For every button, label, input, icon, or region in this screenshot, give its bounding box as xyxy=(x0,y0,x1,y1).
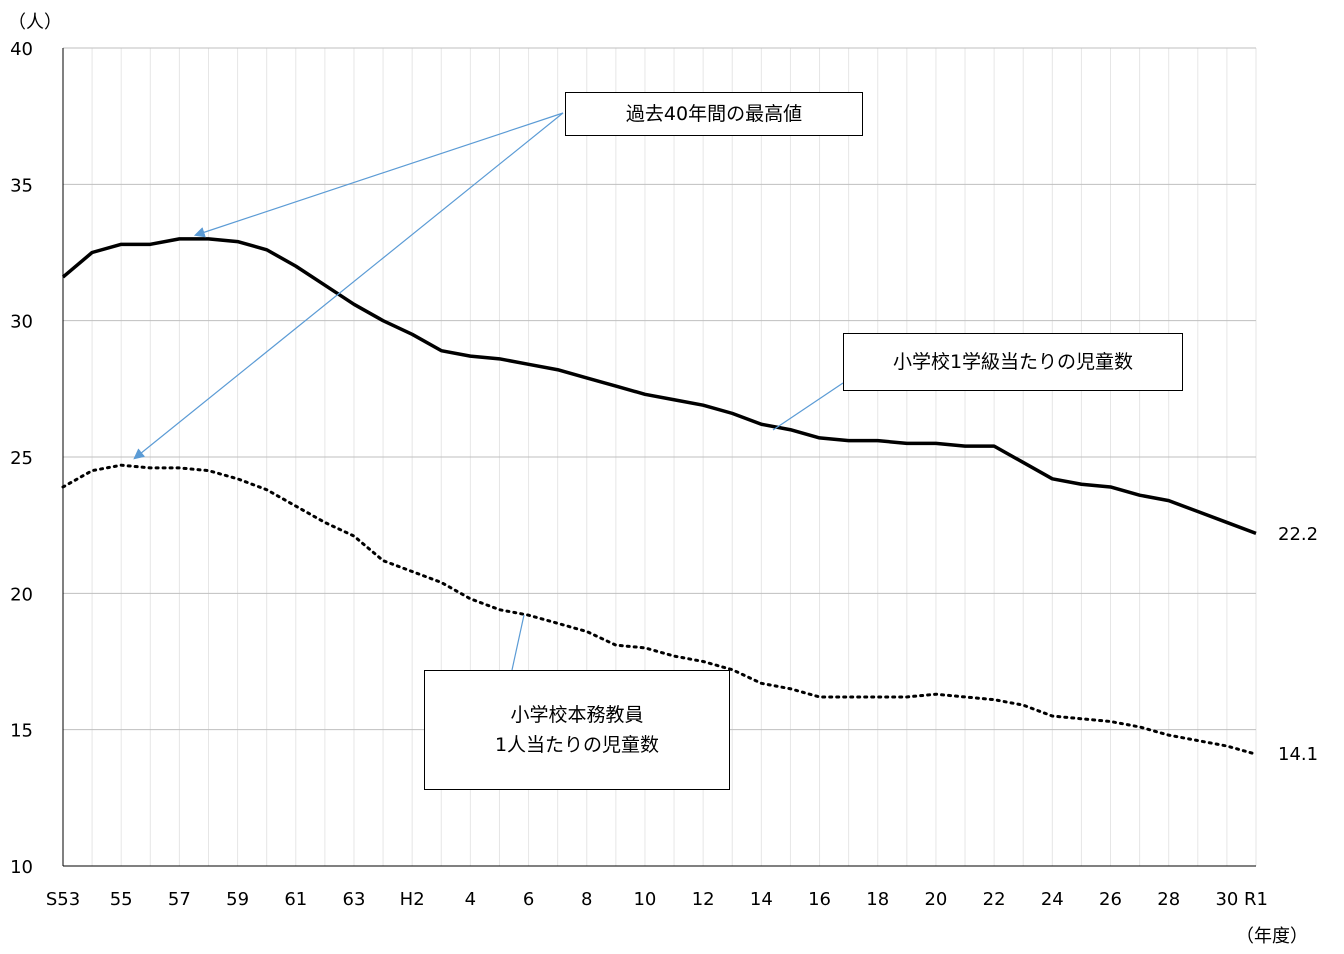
series-lines xyxy=(61,237,1258,756)
x-tick-label: 14 xyxy=(750,889,773,910)
max-value-callout-text: 過去40年間の最高値 xyxy=(625,102,803,125)
x-tick-label: 26 xyxy=(1099,889,1122,910)
x-tick-label: R1 xyxy=(1244,889,1268,910)
x-tick-label: 20 xyxy=(924,889,947,910)
x-tick-label: 28 xyxy=(1157,889,1180,910)
x-tick-label: 18 xyxy=(866,889,889,910)
x-tick-label: 59 xyxy=(226,889,249,910)
y-axis-unit: （人） xyxy=(8,12,62,33)
series2-leader-line xyxy=(511,614,525,671)
x-tick-label: 24 xyxy=(1041,889,1064,910)
series1-callout: 小学校1学級当たりの児童数 xyxy=(843,333,1183,391)
max-arrow-series2 xyxy=(133,112,564,460)
axes xyxy=(62,48,1256,867)
x-axis-unit: （年度） xyxy=(1236,926,1308,947)
x-tick-label: 16 xyxy=(808,889,831,910)
y-tick-label: 15 xyxy=(10,721,33,742)
max-arrow-series1 xyxy=(193,112,564,238)
y-tick-label: 25 xyxy=(10,448,33,469)
x-tick-label: 63 xyxy=(343,889,366,910)
x-tick-label: 22 xyxy=(983,889,1006,910)
y-tick-label: 30 xyxy=(10,312,33,333)
y-tick-labels: 10 15 20 25 30 35 40 xyxy=(10,39,33,878)
x-tick-label: 55 xyxy=(110,889,133,910)
series1-callout-text: 小学校1学級当たりの児童数 xyxy=(892,350,1134,373)
x-tick-label: 8 xyxy=(581,889,592,910)
series2-end-value: 14.1 xyxy=(1278,744,1319,765)
series-line-2 xyxy=(61,463,1258,756)
x-tick-label: 12 xyxy=(692,889,715,910)
x-tick-label: 10 xyxy=(633,889,656,910)
y-tick-label: 10 xyxy=(10,857,33,878)
series1-end-value: 22.2 xyxy=(1278,524,1319,545)
series2-callout-line2: 1人当たりの児童数 xyxy=(494,734,660,756)
x-tick-label: 6 xyxy=(523,889,534,910)
x-tick-label: 61 xyxy=(284,889,307,910)
y-tick-label: 20 xyxy=(10,584,33,605)
x-tick-label: 30 xyxy=(1215,889,1238,910)
series1-leader-line xyxy=(772,382,844,431)
callout-arrows xyxy=(133,112,844,671)
x-tick-labels: S53 55 57 59 61 63 H2 4 6 8 10 12 14 16 18 20 22 24 26 28 30… xyxy=(46,889,1268,910)
y-tick-label: 40 xyxy=(10,39,33,60)
series-line-1 xyxy=(61,237,1257,535)
max-value-callout: 過去40年間の最高値 xyxy=(565,92,863,136)
x-tick-label: S53 xyxy=(46,889,80,910)
x-tick-label: 4 xyxy=(465,889,476,910)
series2-callout-line1: 小学校本務教員 xyxy=(510,703,644,726)
series2-callout: 小学校本務教員 1人当たりの児童数 xyxy=(424,670,730,790)
x-tick-label: H2 xyxy=(400,889,425,910)
y-tick-label: 35 xyxy=(10,175,33,196)
x-tick-label: 57 xyxy=(168,889,191,910)
major-gridlines xyxy=(63,47,1256,731)
